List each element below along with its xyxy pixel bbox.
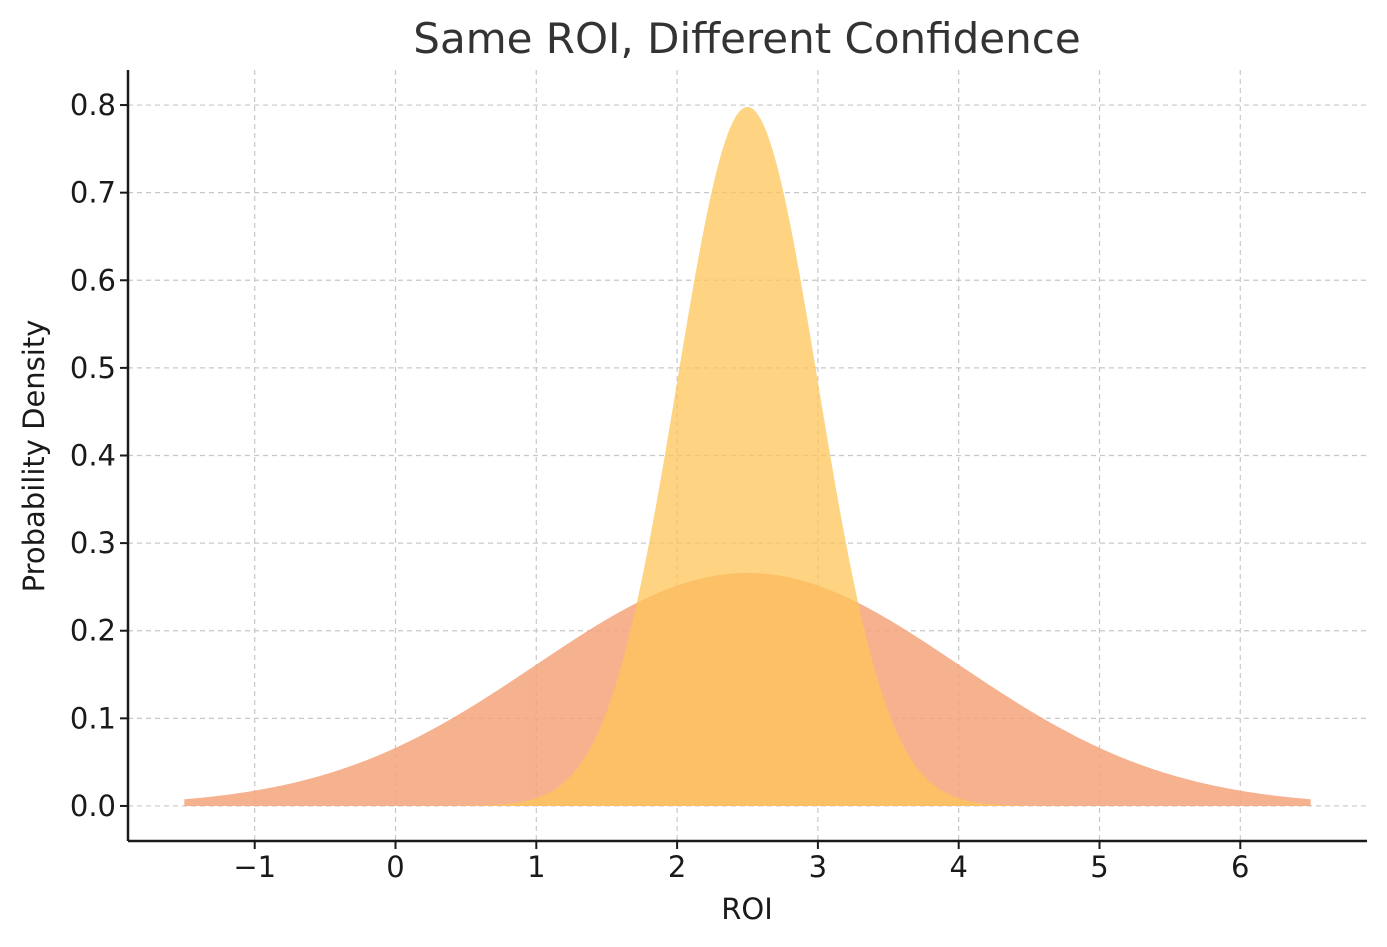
y-tick-label: 0.5 [70,351,116,385]
x-tick-label: 1 [527,850,545,884]
y-tick-label: 0.8 [70,88,116,122]
x-axis-ticks: −1 0 1 2 3 4 5 6 [233,841,1250,884]
y-tick-label: 0.6 [70,263,116,297]
x-tick-label: 4 [949,850,967,884]
y-tick-label: 0.2 [70,614,116,648]
x-tick-label: 6 [1231,850,1249,884]
density-area-2 [184,106,1311,806]
y-tick-label: 0.7 [70,176,116,210]
x-tick-label: 0 [386,850,404,884]
x-tick-label: 5 [1090,850,1108,884]
x-axis-title: ROI [721,892,773,926]
y-tick-label: 0.4 [70,439,116,473]
y-axis-ticks: 0.0 0.1 0.2 0.3 0.4 0.5 0.6 0.7 0.8 [70,88,128,823]
y-axis-title: Probability Density [17,320,51,593]
y-tick-label: 0.1 [70,701,116,735]
y-tick-label: 0.0 [70,789,116,823]
chart-title: Same ROI, Different Confidence [413,14,1080,63]
x-tick-label: 3 [809,850,827,884]
density-areas [184,106,1311,806]
x-tick-label: −1 [233,850,276,884]
x-tick-label: 2 [668,850,686,884]
y-tick-label: 0.3 [70,526,116,560]
